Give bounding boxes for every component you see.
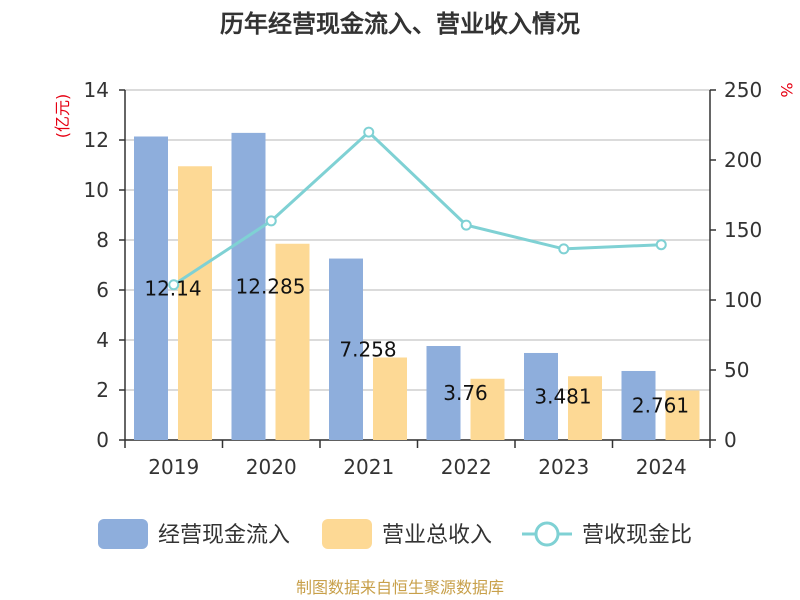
chart-title: 历年经营现金流入、营业收入情况 [220,10,580,38]
right-tick-label: 200 [724,148,762,172]
data-label-cash-inflow: 2.761 [632,393,689,417]
left-tick-label: 6 [96,278,109,302]
ratio-point [655,239,667,251]
legend-label-cash-inflow: 经营现金流入 [158,523,290,548]
left-axis-unit: (亿元) [53,94,72,139]
data-label-cash-inflow: 12.14 [144,276,201,300]
ratio-point [460,219,472,231]
legend-marker-ratio [534,521,560,547]
right-tick-label: 0 [724,428,737,452]
ratio-line-path [172,130,662,286]
bar-revenue [373,357,407,440]
left-tick-label: 12 [84,128,109,152]
left-tick-label: 10 [84,178,109,202]
left-tick-label: 14 [84,78,109,102]
data-label-cash-inflow: 3.481 [534,384,591,408]
legend-label-revenue: 营业总收入 [382,523,492,548]
left-tick-label: 4 [96,328,109,352]
right-axis-unit: % [777,82,796,97]
left-tick-label: 2 [96,378,109,402]
bar-cash-inflow [426,346,461,440]
ratio-point [168,279,180,291]
bar-revenue [568,376,602,440]
x-tick-label: 2021 [343,455,394,479]
ratio-point [265,215,277,227]
legend-label-ratio: 营收现金比 [582,523,692,548]
bar-cash-inflow [621,370,656,440]
x-tick-label: 2024 [636,455,687,479]
bars [134,132,700,440]
bar-cash-inflow [231,132,266,440]
right-tick-label: 150 [724,218,762,242]
data-label-cash-inflow: 3.76 [443,381,488,405]
bar-revenue [275,243,310,440]
source-note: 制图数据来自恒生聚源数据库 [296,578,504,597]
x-tick-label: 2023 [538,455,589,479]
ratio-line [168,126,667,291]
right-tick-label: 250 [724,78,762,102]
legend-swatch-cash-inflow [98,519,148,549]
data-label-cash-inflow: 12.285 [236,274,306,298]
x-tick-label: 2019 [148,455,199,479]
x-tick-label: 2022 [441,455,492,479]
right-tick-label: 50 [724,358,749,382]
axes: 0 2 4 6 8 10 12 14 0 50 100 150 200 250 2019 2020 2021 20… [84,78,763,479]
legend-swatch-revenue [322,519,372,549]
right-tick-label: 100 [724,288,762,312]
bar-cash-inflow [524,352,558,440]
data-labels: 12.14 12.285 7.258 3.76 3.481 2.761 [144,274,689,417]
bar-revenue [178,166,212,440]
legend: 经营现金流入 营业总收入 营收现金比 [98,519,692,549]
bar-revenue [470,378,505,440]
bar-revenue [665,390,700,440]
left-tick-label: 8 [96,228,109,252]
bar-cash-inflow [329,258,363,440]
x-tick-label: 2020 [246,455,297,479]
data-label-cash-inflow: 7.258 [339,337,396,361]
gridlines [125,89,710,441]
ratio-point [363,126,375,138]
left-tick-label: 0 [96,428,109,452]
bar-cash-inflow [134,136,168,440]
ratio-point [558,243,570,255]
